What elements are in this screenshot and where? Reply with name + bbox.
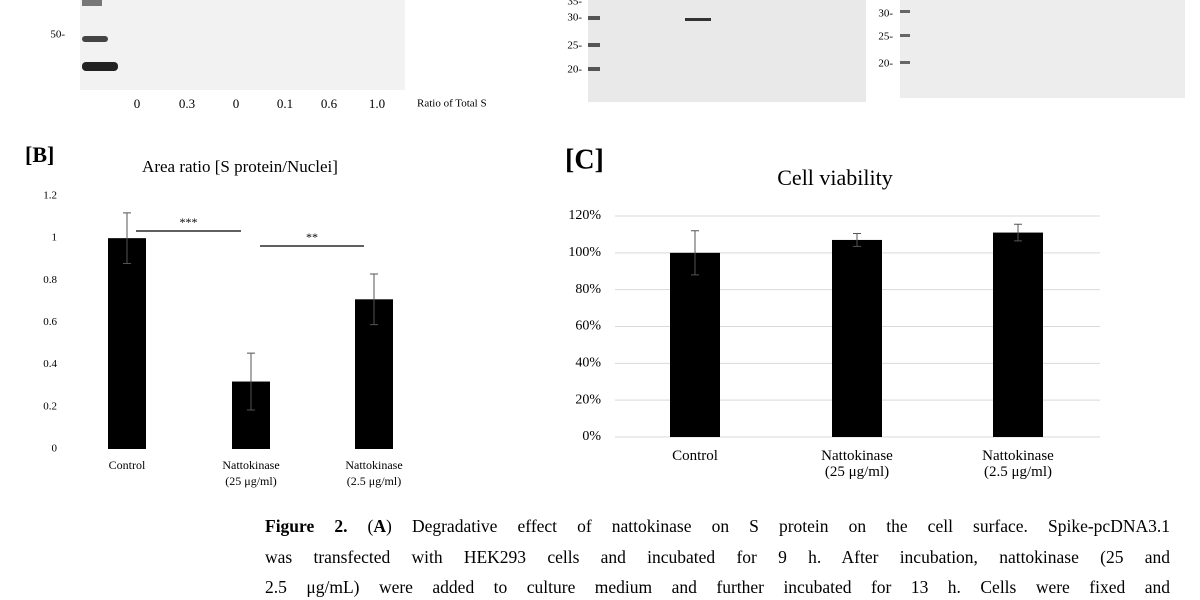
blot-band [82,36,108,42]
y-tick-label: 1 [52,232,58,244]
caption-panel: A [373,516,387,536]
y-tick-label: 1.2 [43,190,57,202]
y-tick-label: 80% [575,282,601,297]
y-tick-label: 100% [568,245,601,260]
ratio-value: 0.3 [179,96,195,111]
y-tick-label: 0% [582,429,601,444]
y-tick-label: 0.2 [43,400,57,412]
ratio-value: 1.0 [369,96,385,111]
bar [832,239,882,437]
blot-ladder [900,10,910,13]
blot-ladder [900,34,910,37]
blot-ladder [588,43,600,47]
y-tick-label: 0 [52,443,58,455]
marker-label: 20- [567,64,582,76]
blot-3 [900,0,1185,98]
significance-label: ** [306,230,318,244]
error-bar [1014,223,1022,242]
blot-band [82,62,118,71]
caption-line: 2.5 μg/mL) were added to culture medium … [265,577,1170,597]
marker-label: 20- [878,58,893,70]
error-bar [370,273,378,326]
caption-label: Figure 2. [265,516,348,536]
marker-label: 25- [878,31,893,43]
y-tick-label: 60% [575,319,601,334]
x-tick-label: Control [672,448,718,464]
error-bar [123,212,131,264]
bar [670,252,720,437]
caption-line: was transfected with HEK293 cells and in… [265,547,1170,567]
ratio-label: Ratio of Total S [417,98,487,110]
error-bar [691,230,699,276]
ratio-value: 0.6 [321,96,338,111]
marker-label: 35- [567,0,582,8]
blot-ladder [588,67,600,71]
marker-label: 30- [567,12,582,24]
x-tick-label: Nattokinase (25 μg/ml) [821,448,893,480]
y-tick-label: 40% [575,356,601,371]
blot-2 [588,0,866,102]
x-tick-label: Nattokinase (2.5 μg/ml) [345,458,403,488]
blot-band [685,18,711,21]
marker-label: 50- [50,29,65,41]
blot-1 [80,0,405,90]
blot-ladder [900,61,910,64]
y-tick-label: 0.8 [43,274,57,286]
ratio-value: 0.1 [277,96,293,111]
x-tick-label: Nattokinase (25 μg/ml) [222,458,280,488]
caption-text: ) Degradative effect of nattokinase on S… [386,516,1170,536]
ratio-value: 0 [134,96,141,111]
panel-label: [B] [25,142,54,167]
error-bar [247,352,255,411]
y-tick-label: 0.6 [43,316,57,328]
significance-label: *** [180,215,198,229]
x-tick-label: Nattokinase (2.5 μg/ml) [982,448,1054,480]
chart-title: Area ratio [S protein/Nuclei] [142,157,338,176]
chart-title: Cell viability [777,165,893,190]
y-tick-label: 20% [575,392,601,407]
panel-label: [C] [565,144,604,175]
blot-ladder [588,16,600,20]
bar [993,232,1043,437]
y-tick-label: 120% [568,208,601,223]
marker-label: 25- [567,40,582,52]
error-bar [853,232,861,247]
y-tick-label: 0.4 [43,358,57,370]
ratio-value: 0 [233,96,240,111]
blot-band [82,0,102,6]
x-tick-label: Control [108,458,146,472]
caption-text: ( [347,516,374,536]
bar [108,238,146,449]
caption-line: Figure 2. (A) Degradative effect of natt… [265,516,1170,537]
marker-label: 30- [878,8,893,20]
